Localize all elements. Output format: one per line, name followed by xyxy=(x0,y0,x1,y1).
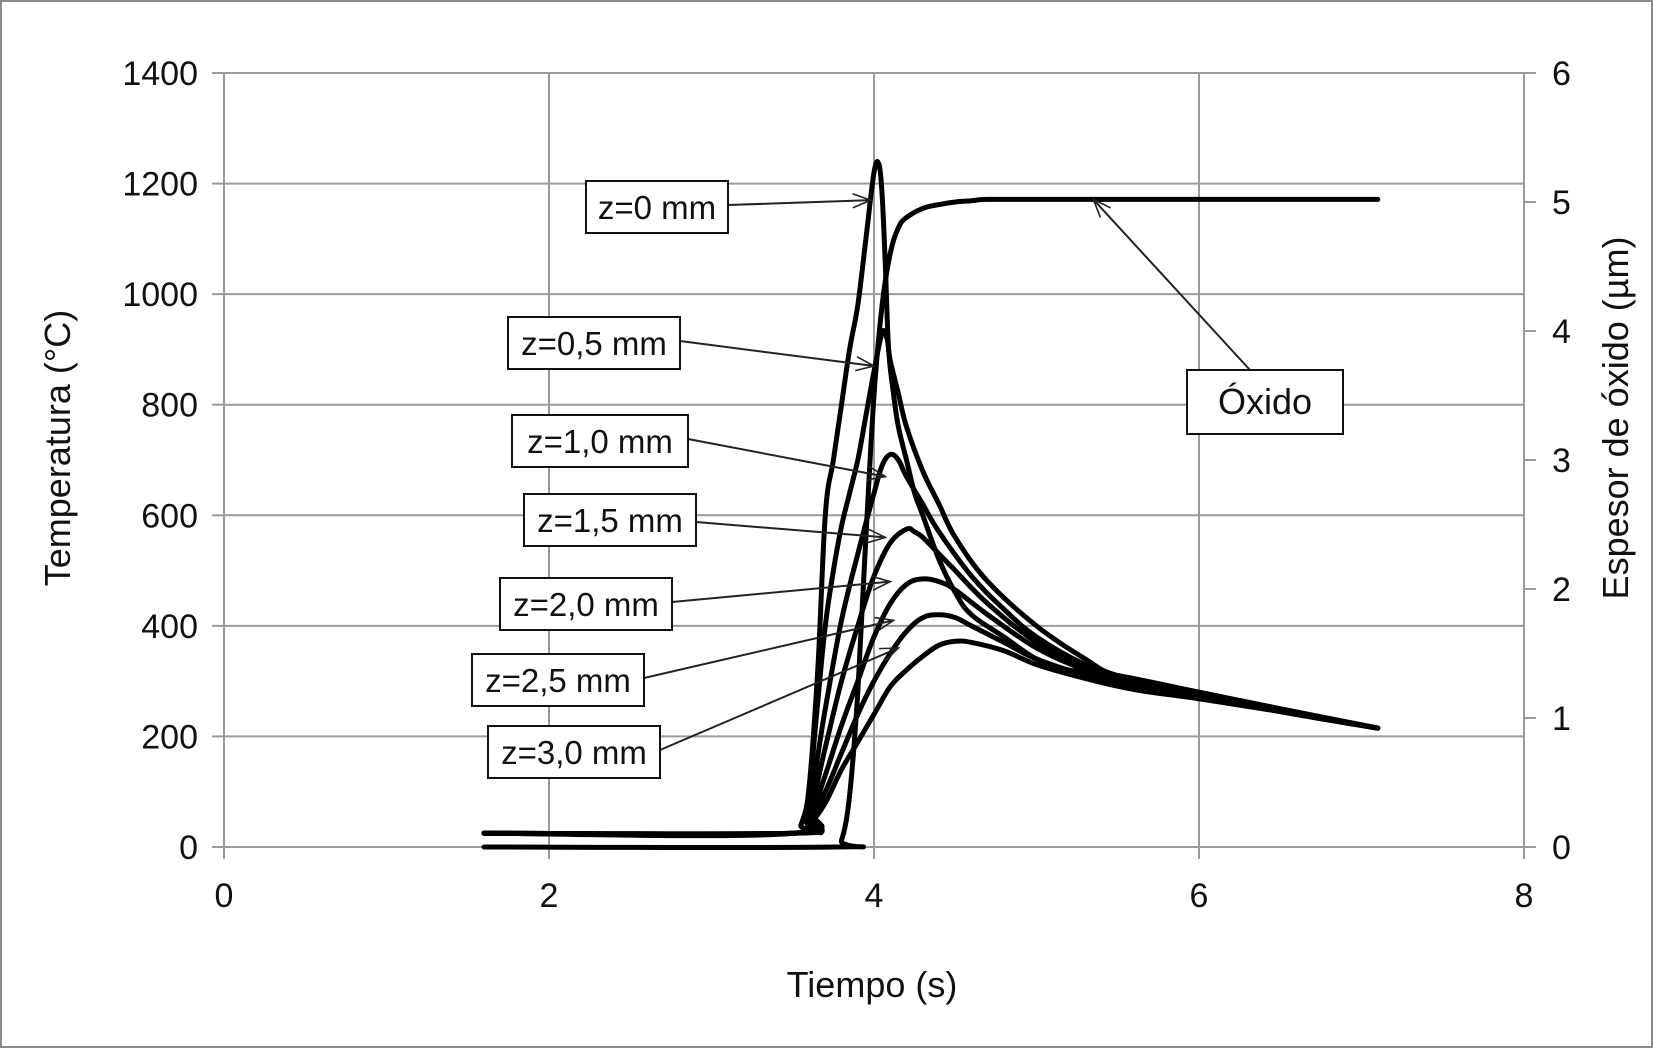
callout-label-z-0-mm: z=0 mm xyxy=(598,189,716,226)
y-tick-label: 800 xyxy=(141,387,198,425)
x-tick-label: 6 xyxy=(1190,877,1209,915)
y2-tick-label: 4 xyxy=(1552,313,1571,351)
callout-label-z-3-0-mm: z=3,0 mm xyxy=(501,734,647,771)
y2-tick-label: 5 xyxy=(1552,184,1571,222)
y-tick-label: 0 xyxy=(179,829,198,867)
x-axis-title: Tiempo (s) xyxy=(787,964,958,1005)
callout-label-z-1-0-mm: z=1,0 mm xyxy=(527,423,673,460)
y2-tick-label: 1 xyxy=(1552,700,1571,738)
callout-label-z-2-5-mm: z=2,5 mm xyxy=(485,662,631,699)
callout-box-z-1-0-mm xyxy=(511,414,689,468)
callout-box-z-2-0-mm xyxy=(499,577,673,631)
series-line-z-1-5-mm xyxy=(481,525,1381,838)
y2-axis-title: Espesor de óxido (µm) xyxy=(1595,237,1636,600)
y2-tick-label: 6 xyxy=(1552,55,1571,93)
callout-label-z-0-5-mm: z=0,5 mm xyxy=(521,325,667,362)
callouts: z=0 mm z=0,5 mm z=1,0 mm z=1,5 mm z=2,0 mm z=… xyxy=(471,180,1344,779)
x-tick-label: 8 xyxy=(1515,877,1534,915)
callout-arrow-z-3-0-mm xyxy=(659,647,898,751)
callout-label-z-1-5-mm: z=1,5 mm xyxy=(537,502,683,539)
callout-box-z-0-mm xyxy=(585,180,729,234)
callout-arrow-z-2-0-mm xyxy=(671,582,890,603)
callout-arrow-xido xyxy=(1093,199,1251,371)
callout-box-xido xyxy=(1186,369,1344,435)
x-tick-label: 0 xyxy=(215,877,234,915)
series-lines xyxy=(481,159,1381,851)
series-line-z-1-0-mm xyxy=(481,451,1381,839)
callout-arrow-z-1-0-mm xyxy=(687,438,885,477)
callout-box-z-0-5-mm xyxy=(507,316,681,370)
callout-box-z-3-0-mm xyxy=(487,725,661,779)
y-tick-label: 200 xyxy=(141,718,198,756)
y2-tick-label: 2 xyxy=(1552,571,1571,609)
y2-tick-label: 0 xyxy=(1552,829,1571,867)
axes xyxy=(212,72,1536,859)
callout-arrow-z-0-5-mm xyxy=(679,340,874,366)
series-line-xido xyxy=(481,196,1381,851)
y-axis-title: Temperatura (°C) xyxy=(37,310,78,586)
callout-arrow-z-0-mm xyxy=(727,200,871,205)
callout-box-z-1-5-mm xyxy=(523,493,697,547)
series-line-z-0-5-mm xyxy=(481,327,1381,837)
y-tick-label: 1200 xyxy=(122,166,198,204)
y-tick-label: 400 xyxy=(141,608,198,646)
callout-box-z-2-5-mm xyxy=(471,653,645,707)
callout-label-z-2-0-mm: z=2,0 mm xyxy=(513,586,659,623)
series-line-z-3-0-mm xyxy=(481,638,1381,837)
x-tick-label: 4 xyxy=(865,877,884,915)
y-tick-label: 1400 xyxy=(122,55,198,93)
x-tick-label: 2 xyxy=(540,877,559,915)
y2-tick-label: 3 xyxy=(1552,442,1571,480)
y-tick-label: 600 xyxy=(141,497,198,535)
callout-arrow-z-1-5-mm xyxy=(695,521,885,537)
y-tick-label: 1000 xyxy=(122,276,198,314)
tick-labels: 0 200 400 600 800 1000 1200 1400 0 1 2 3 4 5 6 0 2 4 6 8 xyxy=(122,55,1571,915)
callout-arrow-z-2-5-mm xyxy=(643,620,894,679)
callout-label-xido: Óxido xyxy=(1218,381,1312,422)
